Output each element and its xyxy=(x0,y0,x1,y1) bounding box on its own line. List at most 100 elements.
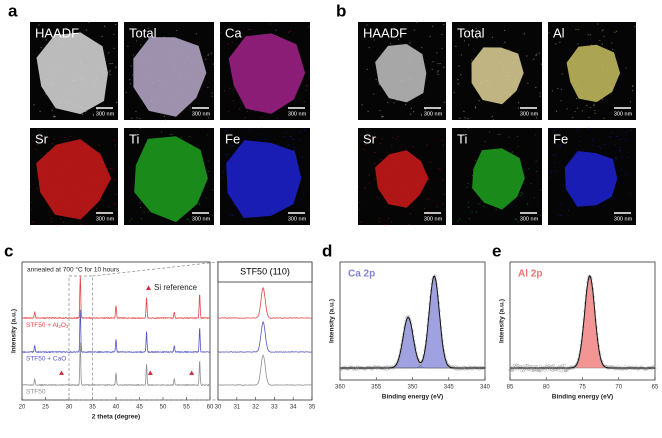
speckle xyxy=(616,157,618,159)
speckle xyxy=(31,201,33,203)
speckle xyxy=(611,132,614,134)
speckle xyxy=(171,155,173,157)
x-tick-label: 30 xyxy=(215,405,222,411)
speckle xyxy=(279,73,281,75)
speckle xyxy=(60,198,62,200)
speckle xyxy=(288,157,290,159)
speckle xyxy=(294,156,296,158)
speckle xyxy=(29,185,32,188)
speckle xyxy=(634,223,636,225)
speckle xyxy=(584,158,586,160)
speckle xyxy=(67,89,69,91)
speckle xyxy=(495,208,497,210)
speckle xyxy=(135,40,138,42)
speckle xyxy=(575,28,577,31)
speckle xyxy=(594,112,596,114)
speckle xyxy=(248,28,250,31)
map-label: Al xyxy=(553,25,565,40)
speckle xyxy=(601,189,603,191)
speckle xyxy=(492,172,494,174)
speckle xyxy=(132,74,134,76)
speckle xyxy=(174,68,177,71)
speckle xyxy=(301,156,303,158)
map-label: Ti xyxy=(457,131,467,146)
speckle xyxy=(265,138,267,141)
speckle xyxy=(238,136,240,138)
speckle xyxy=(607,195,609,197)
spectrum-title: Ca 2p xyxy=(348,269,375,280)
speckle xyxy=(528,168,530,170)
speckle xyxy=(467,182,469,185)
speckle xyxy=(390,42,392,45)
speckle xyxy=(225,154,227,156)
speckle xyxy=(601,66,603,68)
si-marker xyxy=(58,370,64,375)
data-point xyxy=(538,369,542,373)
x-tick-label: 340 xyxy=(480,385,491,391)
speckle xyxy=(436,52,438,54)
speckle xyxy=(526,55,528,57)
speckle xyxy=(385,173,387,176)
specimen xyxy=(375,150,429,208)
component-fill xyxy=(340,317,485,369)
speckle xyxy=(222,176,224,179)
speckle xyxy=(572,188,574,191)
speckle xyxy=(484,140,486,143)
speckle xyxy=(192,195,194,197)
speckle xyxy=(412,146,414,148)
speckle xyxy=(392,136,394,139)
speckle xyxy=(437,73,439,76)
speckle xyxy=(212,63,215,65)
speckle xyxy=(212,214,214,217)
speckle xyxy=(289,61,291,63)
speckle xyxy=(163,36,166,38)
speckle xyxy=(508,202,510,205)
speckle xyxy=(267,109,269,112)
speckle xyxy=(557,88,559,90)
x-axis-label: Binding energy (eV) xyxy=(382,394,443,401)
speckle xyxy=(437,167,439,170)
speckle xyxy=(590,106,592,109)
speckle xyxy=(248,98,250,100)
series-label-part: O xyxy=(61,322,66,329)
speckle xyxy=(238,182,241,185)
speckle xyxy=(391,145,393,147)
speckle xyxy=(395,138,397,140)
speckle xyxy=(285,132,287,134)
speckle xyxy=(109,73,111,76)
speckle xyxy=(139,206,142,209)
speckle xyxy=(474,107,477,109)
speckle xyxy=(548,32,550,34)
speckle xyxy=(187,56,189,59)
speckle xyxy=(586,104,588,107)
speckle xyxy=(160,161,162,163)
speckle xyxy=(46,152,48,154)
speckle xyxy=(280,195,282,197)
speckle xyxy=(614,31,616,33)
speckle xyxy=(375,78,377,80)
speckle xyxy=(490,201,493,203)
speckle xyxy=(163,115,165,117)
speckle xyxy=(232,204,235,206)
speckle xyxy=(264,44,266,46)
speckle xyxy=(109,63,111,65)
speckle xyxy=(108,206,110,208)
speckle xyxy=(252,162,254,165)
speckle xyxy=(471,59,473,61)
speckle xyxy=(40,182,42,184)
map-tile: Ti 300 nm xyxy=(123,127,214,225)
speckle xyxy=(441,179,444,181)
speckle xyxy=(579,162,581,165)
speckle xyxy=(620,169,623,171)
speckle xyxy=(468,44,470,46)
speckle xyxy=(401,79,403,81)
speckle xyxy=(609,135,612,138)
speckle xyxy=(439,62,441,65)
speckle xyxy=(260,82,262,85)
speckle xyxy=(522,193,524,195)
speckle xyxy=(614,187,616,189)
speckle xyxy=(40,174,43,176)
data-point xyxy=(650,367,654,370)
speckle xyxy=(429,161,431,163)
speckle xyxy=(224,130,227,132)
